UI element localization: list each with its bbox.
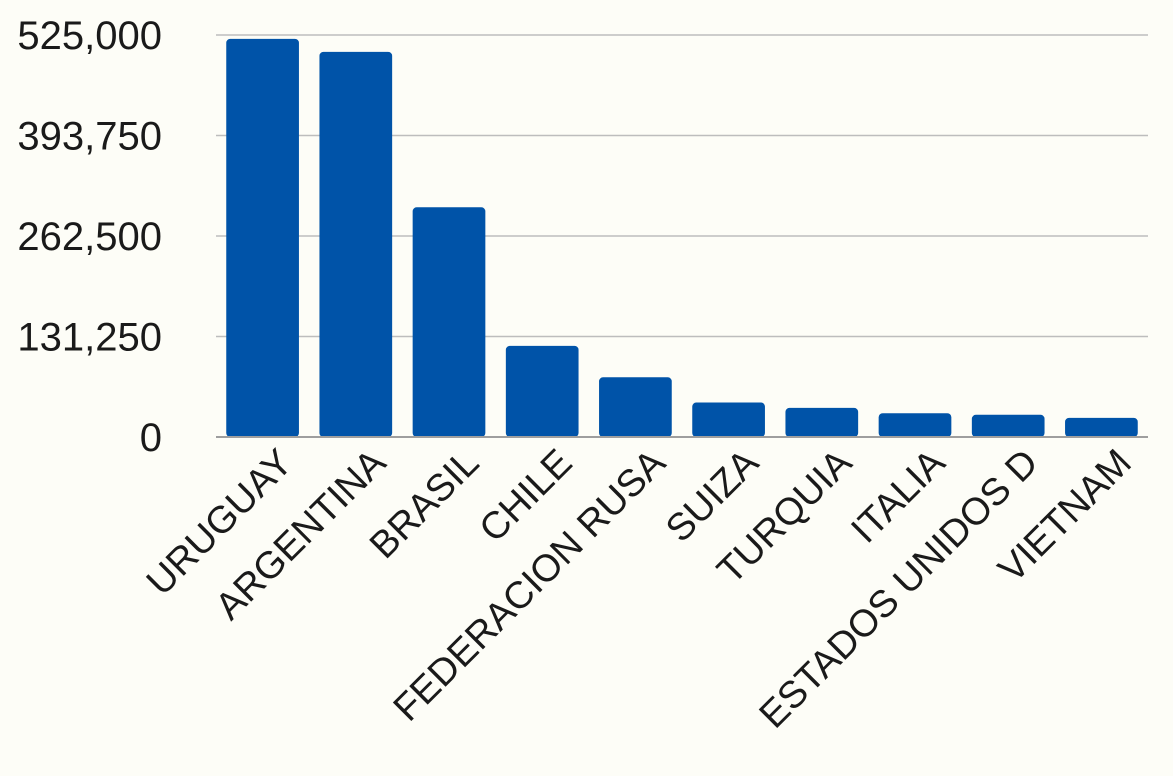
bar [226,39,299,437]
y-tick-label: 0 [140,416,162,460]
bar [692,403,765,437]
bar [599,377,672,437]
y-axis-tick-labels: 0 131,250 262,500 393,750 525,000 [17,14,162,460]
y-tick-label: 262,500 [17,215,162,259]
y-tick-label: 393,750 [17,115,162,159]
y-tick-label: 525,000 [17,14,162,58]
y-tick-label: 131,250 [17,316,162,360]
bar [879,413,952,437]
bar [506,346,579,437]
bars [226,39,1137,437]
bar [972,415,1045,437]
bar [1065,418,1138,437]
bar [319,52,392,437]
bar [413,207,486,437]
bar [785,408,858,437]
